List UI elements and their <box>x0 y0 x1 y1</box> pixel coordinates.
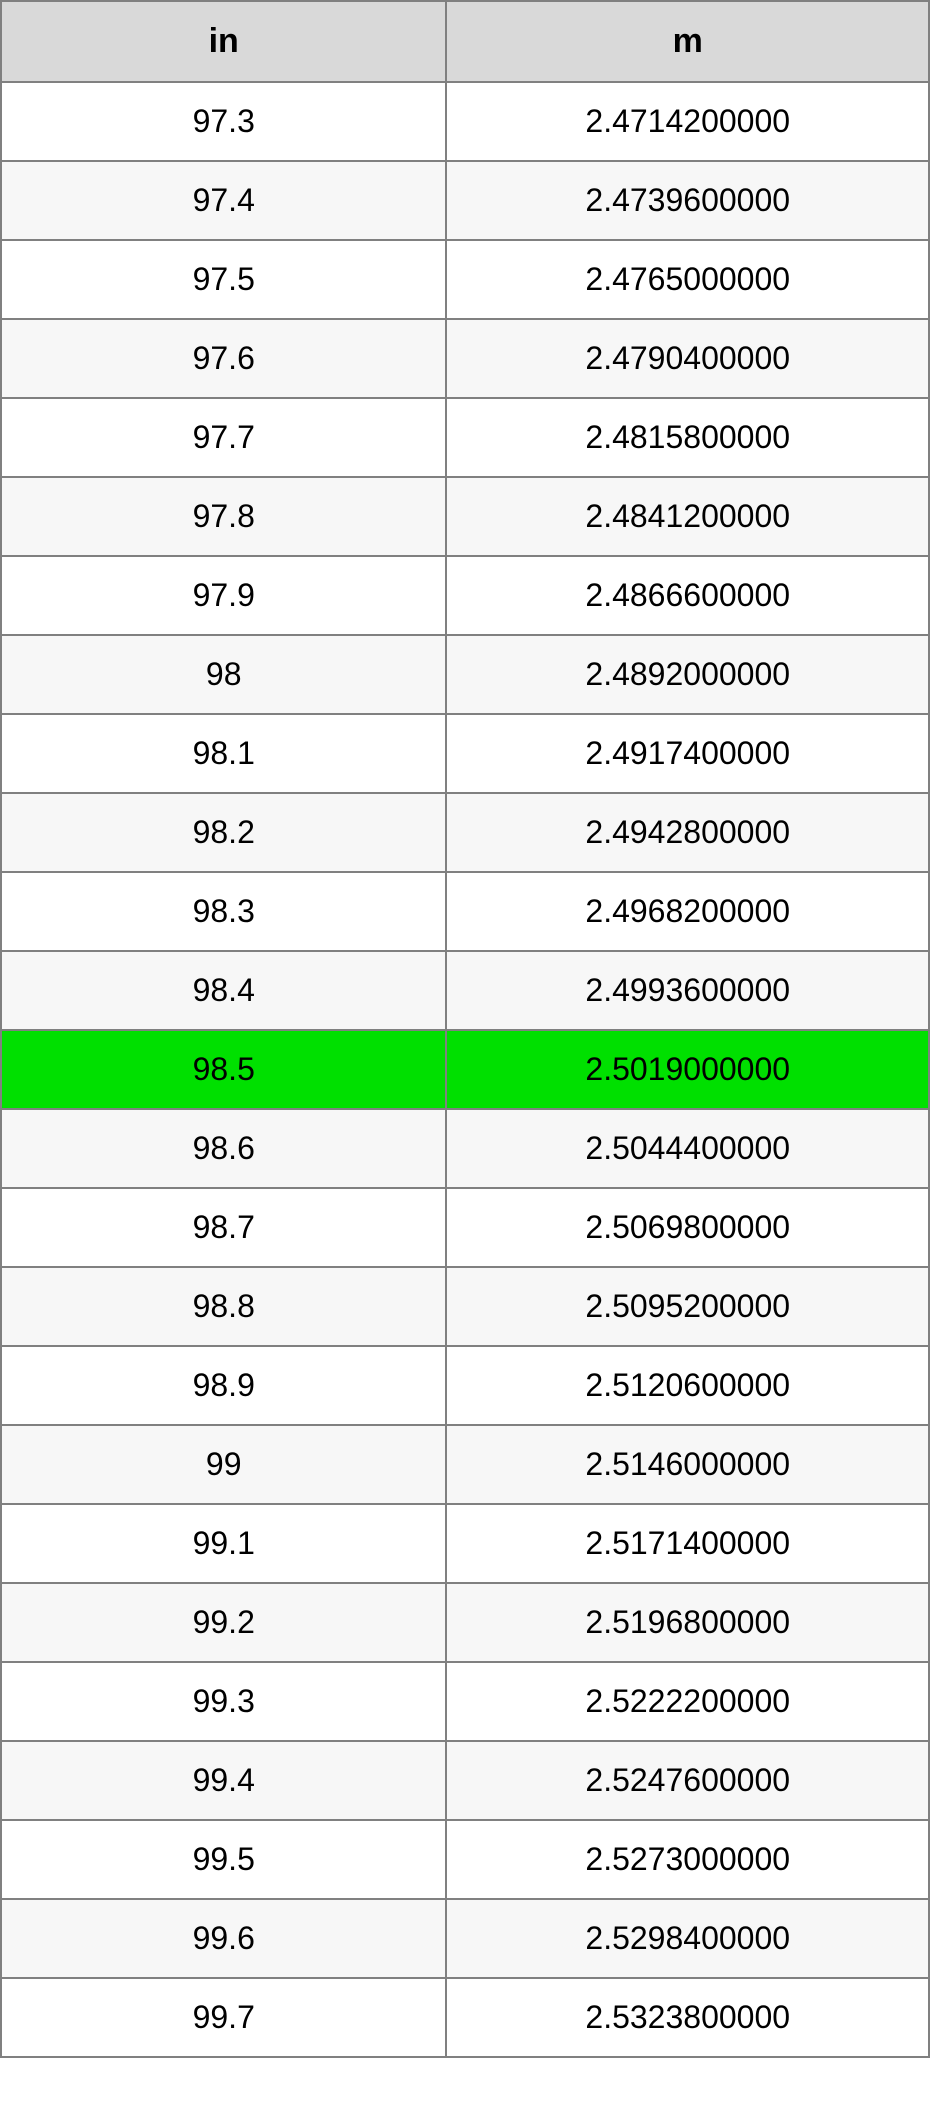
table-row: 97.32.4714200000 <box>1 82 929 161</box>
conversion-table: in m 97.32.471420000097.42.473960000097.… <box>0 0 930 2058</box>
table-row: 98.32.4968200000 <box>1 872 929 951</box>
cell-in: 97.9 <box>1 556 446 635</box>
conversion-table-container: in m 97.32.471420000097.42.473960000097.… <box>0 0 930 2058</box>
cell-m: 2.4765000000 <box>446 240 929 319</box>
cell-in: 98.1 <box>1 714 446 793</box>
cell-m: 2.4968200000 <box>446 872 929 951</box>
table-header-row: in m <box>1 1 929 82</box>
cell-in: 97.5 <box>1 240 446 319</box>
column-header-m: m <box>446 1 929 82</box>
cell-m: 2.4790400000 <box>446 319 929 398</box>
cell-m: 2.4892000000 <box>446 635 929 714</box>
cell-m: 2.5196800000 <box>446 1583 929 1662</box>
cell-m: 2.5044400000 <box>446 1109 929 1188</box>
table-row: 98.62.5044400000 <box>1 1109 929 1188</box>
cell-in: 99.4 <box>1 1741 446 1820</box>
table-row: 98.82.5095200000 <box>1 1267 929 1346</box>
table-row: 97.72.4815800000 <box>1 398 929 477</box>
table-row: 97.92.4866600000 <box>1 556 929 635</box>
cell-m: 2.4942800000 <box>446 793 929 872</box>
cell-m: 2.5019000000 <box>446 1030 929 1109</box>
cell-in: 98 <box>1 635 446 714</box>
cell-m: 2.5146000000 <box>446 1425 929 1504</box>
table-row: 99.32.5222200000 <box>1 1662 929 1741</box>
cell-in: 99.1 <box>1 1504 446 1583</box>
cell-m: 2.5298400000 <box>446 1899 929 1978</box>
cell-m: 2.5069800000 <box>446 1188 929 1267</box>
cell-in: 98.7 <box>1 1188 446 1267</box>
cell-in: 97.3 <box>1 82 446 161</box>
cell-m: 2.4917400000 <box>446 714 929 793</box>
column-header-in: in <box>1 1 446 82</box>
cell-m: 2.4993600000 <box>446 951 929 1030</box>
table-row: 99.22.5196800000 <box>1 1583 929 1662</box>
cell-m: 2.5095200000 <box>446 1267 929 1346</box>
table-row: 98.42.4993600000 <box>1 951 929 1030</box>
cell-in: 98.9 <box>1 1346 446 1425</box>
cell-in: 99.6 <box>1 1899 446 1978</box>
table-row: 99.12.5171400000 <box>1 1504 929 1583</box>
cell-in: 98.3 <box>1 872 446 951</box>
cell-in: 99.7 <box>1 1978 446 2057</box>
cell-m: 2.5171400000 <box>446 1504 929 1583</box>
table-body: 97.32.471420000097.42.473960000097.52.47… <box>1 82 929 2057</box>
table-row: 99.42.5247600000 <box>1 1741 929 1820</box>
cell-in: 99 <box>1 1425 446 1504</box>
cell-m: 2.5273000000 <box>446 1820 929 1899</box>
table-row: 97.42.4739600000 <box>1 161 929 240</box>
cell-in: 99.5 <box>1 1820 446 1899</box>
cell-m: 2.5247600000 <box>446 1741 929 1820</box>
table-row: 97.52.4765000000 <box>1 240 929 319</box>
cell-in: 97.8 <box>1 477 446 556</box>
cell-in: 97.4 <box>1 161 446 240</box>
table-row: 98.52.5019000000 <box>1 1030 929 1109</box>
cell-m: 2.4841200000 <box>446 477 929 556</box>
table-row: 98.12.4917400000 <box>1 714 929 793</box>
cell-in: 99.2 <box>1 1583 446 1662</box>
table-row: 98.92.5120600000 <box>1 1346 929 1425</box>
cell-in: 98.5 <box>1 1030 446 1109</box>
cell-m: 2.4815800000 <box>446 398 929 477</box>
table-row: 99.52.5273000000 <box>1 1820 929 1899</box>
cell-in: 98.4 <box>1 951 446 1030</box>
cell-m: 2.5323800000 <box>446 1978 929 2057</box>
cell-m: 2.5120600000 <box>446 1346 929 1425</box>
cell-in: 98.6 <box>1 1109 446 1188</box>
cell-m: 2.4866600000 <box>446 556 929 635</box>
cell-in: 99.3 <box>1 1662 446 1741</box>
cell-in: 97.7 <box>1 398 446 477</box>
table-header: in m <box>1 1 929 82</box>
table-row: 992.5146000000 <box>1 1425 929 1504</box>
table-row: 99.62.5298400000 <box>1 1899 929 1978</box>
table-row: 98.72.5069800000 <box>1 1188 929 1267</box>
table-row: 97.62.4790400000 <box>1 319 929 398</box>
table-row: 98.22.4942800000 <box>1 793 929 872</box>
cell-m: 2.4714200000 <box>446 82 929 161</box>
cell-m: 2.4739600000 <box>446 161 929 240</box>
cell-in: 97.6 <box>1 319 446 398</box>
table-row: 982.4892000000 <box>1 635 929 714</box>
cell-in: 98.8 <box>1 1267 446 1346</box>
table-row: 97.82.4841200000 <box>1 477 929 556</box>
table-row: 99.72.5323800000 <box>1 1978 929 2057</box>
cell-m: 2.5222200000 <box>446 1662 929 1741</box>
cell-in: 98.2 <box>1 793 446 872</box>
